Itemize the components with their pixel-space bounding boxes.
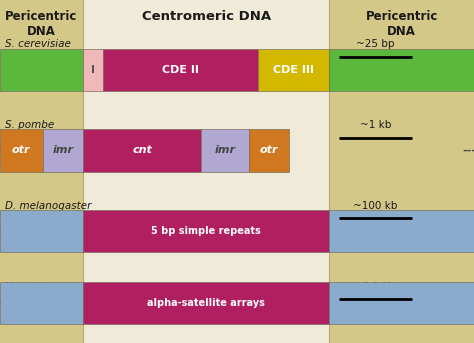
Bar — [329, 210, 474, 252]
Text: CDE III: CDE III — [273, 64, 314, 74]
Bar — [329, 49, 474, 91]
Bar — [0, 0, 83, 343]
Text: alpha-satellite arrays: alpha-satellite arrays — [147, 297, 265, 308]
Text: CDE II: CDE II — [162, 64, 199, 74]
Text: S. cerevisiae: S. cerevisiae — [5, 39, 71, 49]
Text: H. sapiens: H. sapiens — [5, 282, 59, 292]
Text: D. melanogaster: D. melanogaster — [5, 201, 91, 211]
Bar — [43, 129, 83, 172]
Bar — [83, 210, 329, 252]
Bar — [0, 282, 83, 323]
Text: ---: --- — [463, 145, 474, 155]
Text: Pericentric
DNA: Pericentric DNA — [365, 10, 438, 38]
Text: ---: --- — [0, 297, 11, 308]
Text: otr: otr — [260, 145, 278, 155]
Text: 5 bp simple repeats: 5 bp simple repeats — [151, 226, 261, 236]
Text: ~0.1 Mb: ~0.1 Mb — [354, 282, 398, 292]
Bar — [0, 49, 83, 91]
Bar — [83, 282, 329, 323]
Bar — [258, 49, 329, 91]
Text: S. pombe: S. pombe — [5, 120, 54, 130]
Bar — [329, 0, 474, 343]
Text: ~100 kb: ~100 kb — [354, 201, 398, 211]
Bar — [83, 129, 201, 172]
Text: ~25 bp: ~25 bp — [356, 39, 395, 49]
Text: imr: imr — [215, 145, 236, 155]
Text: ~1 kb: ~1 kb — [360, 120, 392, 130]
Bar — [83, 49, 103, 91]
Text: ---: --- — [463, 64, 474, 74]
Text: Centromeric DNA: Centromeric DNA — [142, 10, 271, 23]
Text: I: I — [91, 64, 95, 74]
Text: ---: --- — [0, 145, 11, 155]
Bar — [0, 210, 83, 252]
Bar — [103, 49, 258, 91]
Text: ---: --- — [463, 297, 474, 308]
Text: ---: --- — [0, 64, 11, 74]
Text: ---: --- — [0, 226, 11, 236]
Bar — [249, 129, 289, 172]
Bar — [0, 129, 43, 172]
Text: otr: otr — [12, 145, 31, 155]
Text: ---: --- — [463, 226, 474, 236]
Text: Pericentric
DNA: Pericentric DNA — [5, 10, 78, 38]
Text: cnt: cnt — [132, 145, 152, 155]
Text: imr: imr — [52, 145, 73, 155]
Bar — [201, 129, 249, 172]
Bar — [83, 0, 329, 343]
Bar — [329, 282, 474, 323]
